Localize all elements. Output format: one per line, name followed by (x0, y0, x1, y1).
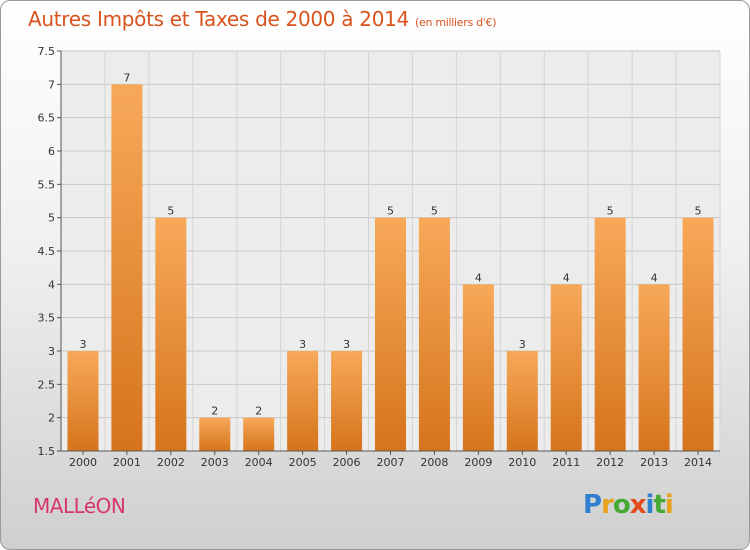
x-tick-label: 2006 (333, 456, 361, 469)
bar (418, 217, 450, 451)
y-tick-label: 5.5 (38, 178, 56, 191)
bar-value-label: 5 (607, 205, 614, 218)
proxiti-logo[interactable]: Proxiti (583, 490, 674, 520)
x-tick-label: 2009 (464, 456, 492, 469)
commune-name: MALLéON (33, 494, 126, 518)
bar-value-label: 4 (651, 271, 658, 284)
bar-value-label: 5 (695, 205, 702, 218)
y-tick-label: 3 (48, 345, 55, 358)
chart-title: Autres Impôts et Taxes de 2000 à 2014 (en… (28, 7, 496, 31)
x-tick-label: 2001 (113, 456, 141, 469)
bar (155, 217, 187, 451)
x-tick-label: 2000 (69, 456, 97, 469)
axes (57, 50, 720, 455)
x-tick-label: 2003 (201, 456, 229, 469)
y-tick-label: 5 (48, 212, 55, 225)
y-tick-label: 6.5 (38, 112, 56, 125)
bar (331, 351, 363, 451)
bar (67, 351, 99, 451)
y-tick-label: 1.5 (38, 445, 56, 458)
logo-letter: o (612, 490, 631, 520)
bar-value-label: 5 (431, 205, 438, 218)
y-tick-label: 7.5 (38, 45, 56, 58)
y-tick-label: 3.5 (38, 312, 56, 325)
y-tick-label: 2.5 (38, 378, 56, 391)
bar-value-label: 5 (167, 205, 174, 218)
chart-title-text: Autres Impôts et Taxes de 2000 à 2014 (28, 7, 409, 31)
bar-value-label: 4 (475, 271, 482, 284)
logo-letter: r (601, 490, 614, 520)
bar (111, 84, 143, 451)
y-tick-label: 2 (48, 412, 55, 425)
bar-value-label: 2 (255, 405, 262, 418)
y-tick-label: 6 (48, 145, 55, 158)
bar-value-label: 3 (343, 338, 350, 351)
bar-value-label: 3 (519, 338, 526, 351)
bar (462, 284, 494, 451)
x-tick-label: 2005 (289, 456, 317, 469)
bar-value-label: 2 (211, 405, 218, 418)
bar (287, 351, 319, 451)
x-tick-label: 2004 (245, 456, 273, 469)
y-tick-label: 4 (48, 278, 55, 291)
bar-value-label: 3 (79, 338, 86, 351)
logo-letter: t (653, 490, 665, 520)
bar-value-label: 4 (563, 271, 570, 284)
labels: 1.5 2 2.5 3 3.5 4 4.5 5 5.5 6 6.5 7 7.5 3 2000 7 2001 5 20… (38, 45, 713, 469)
logo-letter: x (629, 490, 647, 520)
bars (67, 84, 714, 451)
bar (594, 217, 626, 451)
bar-value-label: 3 (299, 338, 306, 351)
y-tick-label: 7 (48, 78, 55, 91)
bar (638, 284, 670, 451)
x-tick-label: 2013 (640, 456, 668, 469)
bar (199, 417, 231, 451)
chart-subtitle: (en milliers d'€) (415, 16, 497, 29)
x-tick-label: 2002 (157, 456, 185, 469)
x-tick-label: 2010 (508, 456, 536, 469)
bar (550, 284, 582, 451)
bar-value-label: 7 (123, 71, 130, 84)
y-tick-label: 4.5 (38, 245, 56, 258)
bar (243, 417, 275, 451)
x-tick-label: 2012 (596, 456, 624, 469)
bar-value-label: 5 (387, 205, 394, 218)
x-tick-label: 2007 (377, 456, 405, 469)
x-tick-label: 2014 (684, 456, 712, 469)
x-tick-label: 2011 (552, 456, 580, 469)
logo-letter: P (583, 490, 602, 520)
bar (682, 217, 714, 451)
x-tick-label: 2008 (420, 456, 448, 469)
logo-letter: i (645, 490, 655, 520)
logo-letter: i (664, 490, 674, 520)
bar (506, 351, 538, 451)
bar (375, 217, 406, 451)
